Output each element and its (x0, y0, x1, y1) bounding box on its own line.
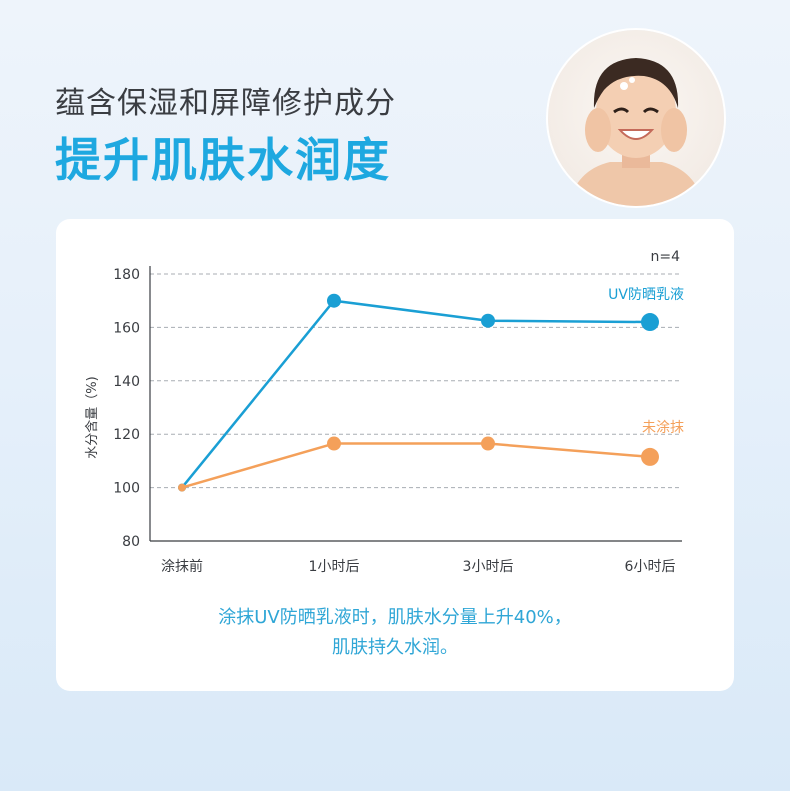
child-photo (548, 30, 724, 206)
data-point (481, 313, 495, 328)
y-tick-label: 140 (113, 374, 140, 390)
headline-title: 提升肌肤水润度 (55, 133, 391, 187)
chart-caption: 涂抹UV防晒乳液时，肌肤水分量上升40%， 肌肤持久水润。 (0, 603, 790, 663)
data-point (327, 436, 341, 451)
x-tick-label: 涂抹前 (161, 558, 203, 575)
y-tick-label: 160 (113, 320, 140, 336)
headline-subtitle: 蕴含保湿和屏障修护成分 (55, 86, 396, 121)
series-label-1: UV防晒乳液 (608, 287, 684, 303)
chart-card: 80 100 120 140 160 180 涂抹前 1小时后 3小时后 6小时后 水分含量（%) … (56, 219, 734, 691)
y-axis-label: 水分含量（%) (84, 376, 100, 458)
y-tick-label: 120 (113, 427, 140, 443)
sample-size-note: n=4 (650, 249, 680, 265)
caption-line-2: 肌肤持久水润。 (332, 637, 458, 658)
y-tick-label: 100 (113, 481, 140, 497)
x-tick-label: 3小时后 (463, 559, 514, 575)
data-point (481, 436, 495, 451)
series-label-2: 未涂抹 (642, 420, 684, 436)
y-tick-label: 80 (122, 534, 140, 550)
x-tick-label: 1小时后 (309, 559, 360, 575)
series-line-1 (181, 299, 651, 489)
child-illustration (568, 58, 704, 206)
x-tick-label: 6小时后 (625, 559, 676, 575)
data-point (178, 483, 186, 492)
series-line-2 (181, 442, 651, 489)
data-point (641, 313, 659, 332)
caption-line-1: 涂抹UV防晒乳液时，肌肤水分量上升40%， (218, 607, 572, 628)
data-point (641, 447, 659, 466)
data-point (327, 293, 341, 308)
y-tick-label: 180 (113, 267, 140, 283)
